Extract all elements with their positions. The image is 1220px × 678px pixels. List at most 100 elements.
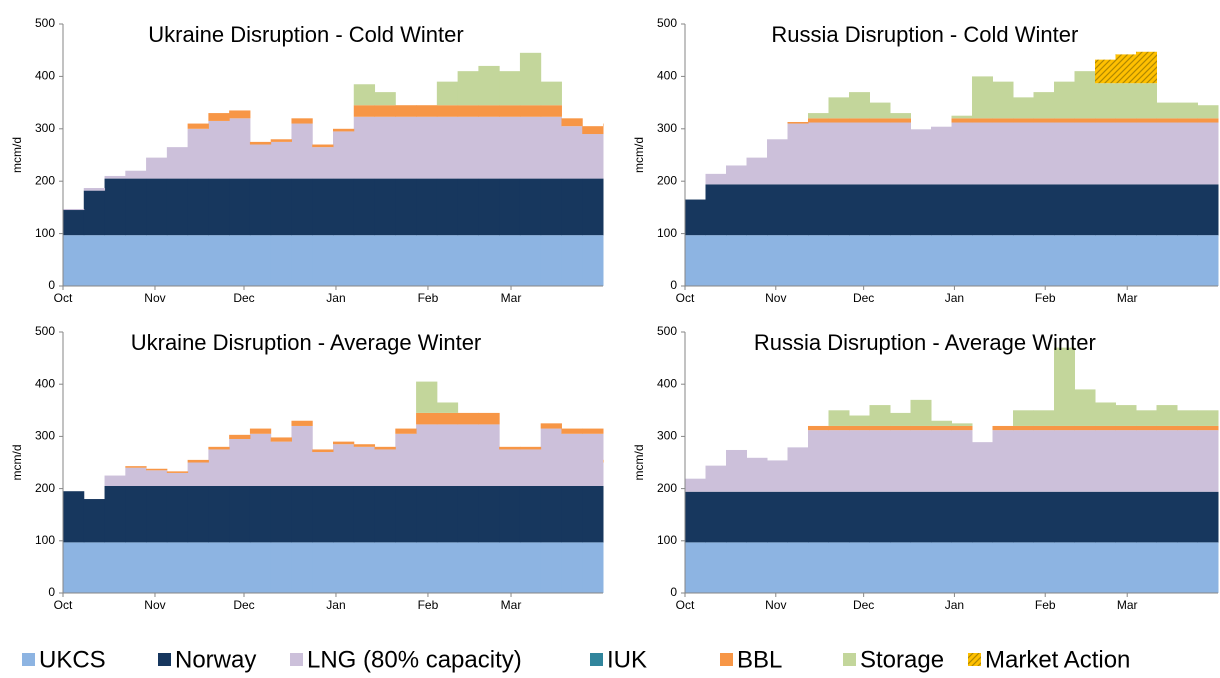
area-segment [992, 184, 1014, 236]
area-segment [603, 462, 604, 486]
area-segment [540, 428, 562, 486]
legend-swatch [720, 653, 733, 666]
area-segment [1074, 542, 1096, 593]
area-segment [519, 446, 542, 450]
area-segment [1013, 235, 1034, 286]
area-segment [1013, 184, 1034, 236]
area-segment [125, 542, 147, 593]
area-segment [603, 123, 604, 129]
area-segment [540, 116, 562, 179]
area-segment [1115, 430, 1137, 492]
area-segment [808, 235, 829, 286]
area-segment [582, 433, 604, 486]
area-segment [1013, 430, 1034, 492]
area-segment [685, 491, 706, 543]
area-segment [685, 478, 706, 492]
legend-label: IUK [607, 646, 647, 673]
area-segment [63, 210, 85, 236]
area-segment [208, 485, 230, 543]
area-segment [705, 542, 727, 593]
area-segment [746, 235, 768, 286]
area-segment [1115, 491, 1137, 543]
area-segment [603, 178, 604, 236]
area-segment [353, 542, 376, 593]
area-segment [1013, 118, 1034, 123]
area-segment [808, 491, 829, 543]
y-axis-label: mcm/d [632, 445, 646, 481]
area-segment [931, 491, 952, 543]
area-segment [416, 105, 438, 117]
area-segment [1115, 54, 1137, 84]
area-segment [828, 491, 850, 543]
x-tick-label: Nov [765, 598, 786, 612]
area-segment [1156, 430, 1178, 492]
area-segment [166, 178, 189, 236]
area-segment [910, 235, 932, 286]
area-segment [270, 441, 292, 486]
area-segment [1095, 122, 1116, 185]
area-segment [582, 134, 604, 179]
area-segment [1136, 122, 1157, 185]
area-segment [1115, 122, 1137, 185]
area-segment [869, 430, 891, 492]
area-segment [869, 542, 891, 593]
area-segment [1156, 542, 1178, 593]
area-segment [1156, 491, 1178, 543]
area-segment [849, 415, 870, 426]
x-tick-label: Jan [326, 598, 345, 612]
area-segment [1177, 122, 1198, 185]
y-tick-label: 500 [657, 16, 677, 30]
area-segment [603, 485, 604, 543]
y-tick-label: 500 [657, 324, 677, 338]
area-segment [726, 491, 747, 543]
legend-label: UKCS [39, 646, 106, 673]
area-segment [436, 485, 459, 543]
area-segment [436, 105, 459, 117]
area-segment [1054, 347, 1075, 426]
area-segment [187, 178, 209, 236]
area-segment [582, 542, 604, 593]
area-segment [787, 542, 809, 593]
area-segment [540, 485, 562, 543]
area-segment [1218, 235, 1219, 286]
area-segment [890, 425, 911, 431]
area-segment [1095, 118, 1116, 123]
area-segment [519, 485, 542, 543]
area-segment [374, 485, 396, 543]
area-segment [416, 412, 438, 425]
y-axis-label: mcm/d [10, 445, 24, 481]
area-segment [1033, 491, 1055, 543]
area-segment [890, 542, 911, 593]
area-segment [1156, 405, 1178, 426]
area-segment [540, 235, 562, 286]
area-segment [208, 542, 230, 593]
chart-title: Ukraine Disruption - Cold Winter [148, 22, 463, 47]
area-segment [457, 105, 479, 117]
area-segment [910, 430, 932, 492]
area-segment [519, 178, 542, 236]
x-tick-label: Mar [501, 598, 522, 612]
area-segment [249, 485, 272, 543]
area-segment [1136, 491, 1157, 543]
chart-title: Russia Disruption - Average Winter [754, 330, 1096, 355]
area-segment [1095, 235, 1116, 286]
area-segment [1218, 122, 1219, 185]
area-segment [166, 235, 189, 286]
chart-panel: 0 100 200 300 400 500 Oct Nov Dec Jan Feb Mar mcm/d U… [10, 16, 604, 305]
area-segment [291, 425, 313, 486]
area-segment [104, 175, 126, 179]
area-segment [685, 235, 706, 286]
area-segment [1033, 122, 1055, 185]
area-segment [540, 178, 562, 236]
area-segment [457, 235, 479, 286]
area-segment [705, 184, 727, 236]
area-segment [395, 433, 417, 486]
area-segment [499, 485, 521, 543]
area-segment [457, 485, 479, 543]
area-segment [951, 491, 973, 543]
area-segment [561, 433, 583, 486]
area-segment [353, 446, 376, 486]
area-segment [436, 116, 459, 179]
area-segment [83, 499, 106, 543]
area-segment [1115, 118, 1137, 123]
